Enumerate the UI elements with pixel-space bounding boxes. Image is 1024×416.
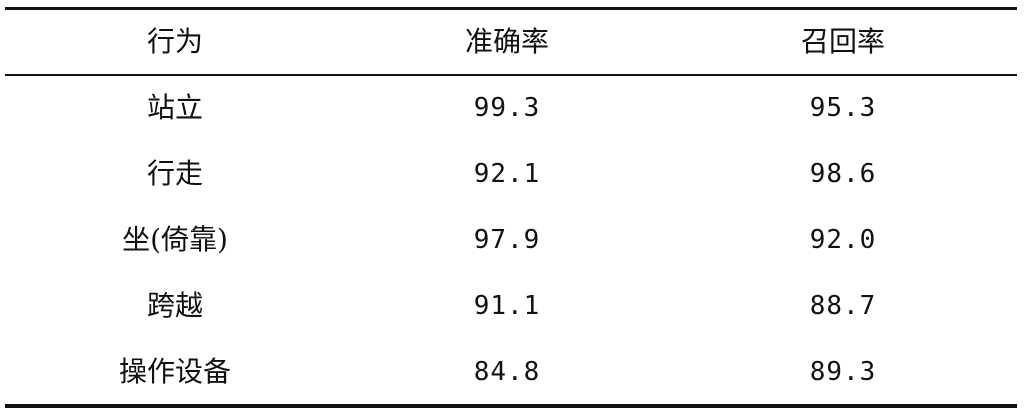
recall-cell: 95.3 xyxy=(809,93,877,123)
header-row: 行为 准确率 召回率 xyxy=(0,22,1024,62)
recall-cell: 92.0 xyxy=(809,225,877,255)
behavior-cell: 坐(倚靠) xyxy=(122,223,228,256)
header-precision: 准确率 xyxy=(464,25,549,58)
precision-cell: 91.1 xyxy=(473,291,541,321)
bottom-rule xyxy=(5,404,1017,408)
recall-cell: 98.6 xyxy=(809,159,877,189)
mid-rule xyxy=(5,74,1017,76)
table-row: 坐(倚靠) 97.9 92.0 xyxy=(0,220,1024,260)
table-row: 行走 92.1 98.6 xyxy=(0,154,1024,194)
behavior-cell: 操作设备 xyxy=(118,355,231,388)
behavior-cell: 跨越 xyxy=(146,289,203,322)
table-row: 操作设备 84.8 89.3 xyxy=(0,352,1024,392)
behavior-cell: 站立 xyxy=(146,91,203,124)
header-recall: 召回率 xyxy=(800,25,885,58)
precision-cell: 99.3 xyxy=(473,93,541,123)
table-row: 站立 99.3 95.3 xyxy=(0,88,1024,128)
precision-cell: 97.9 xyxy=(473,225,541,255)
recall-cell: 88.7 xyxy=(809,291,877,321)
top-rule xyxy=(5,7,1017,10)
precision-cell: 84.8 xyxy=(473,357,541,387)
table-row: 跨越 91.1 88.7 xyxy=(0,286,1024,326)
behavior-cell: 行走 xyxy=(146,157,203,190)
recall-cell: 89.3 xyxy=(809,357,877,387)
header-behavior: 行为 xyxy=(146,25,203,58)
precision-cell: 92.1 xyxy=(473,159,541,189)
